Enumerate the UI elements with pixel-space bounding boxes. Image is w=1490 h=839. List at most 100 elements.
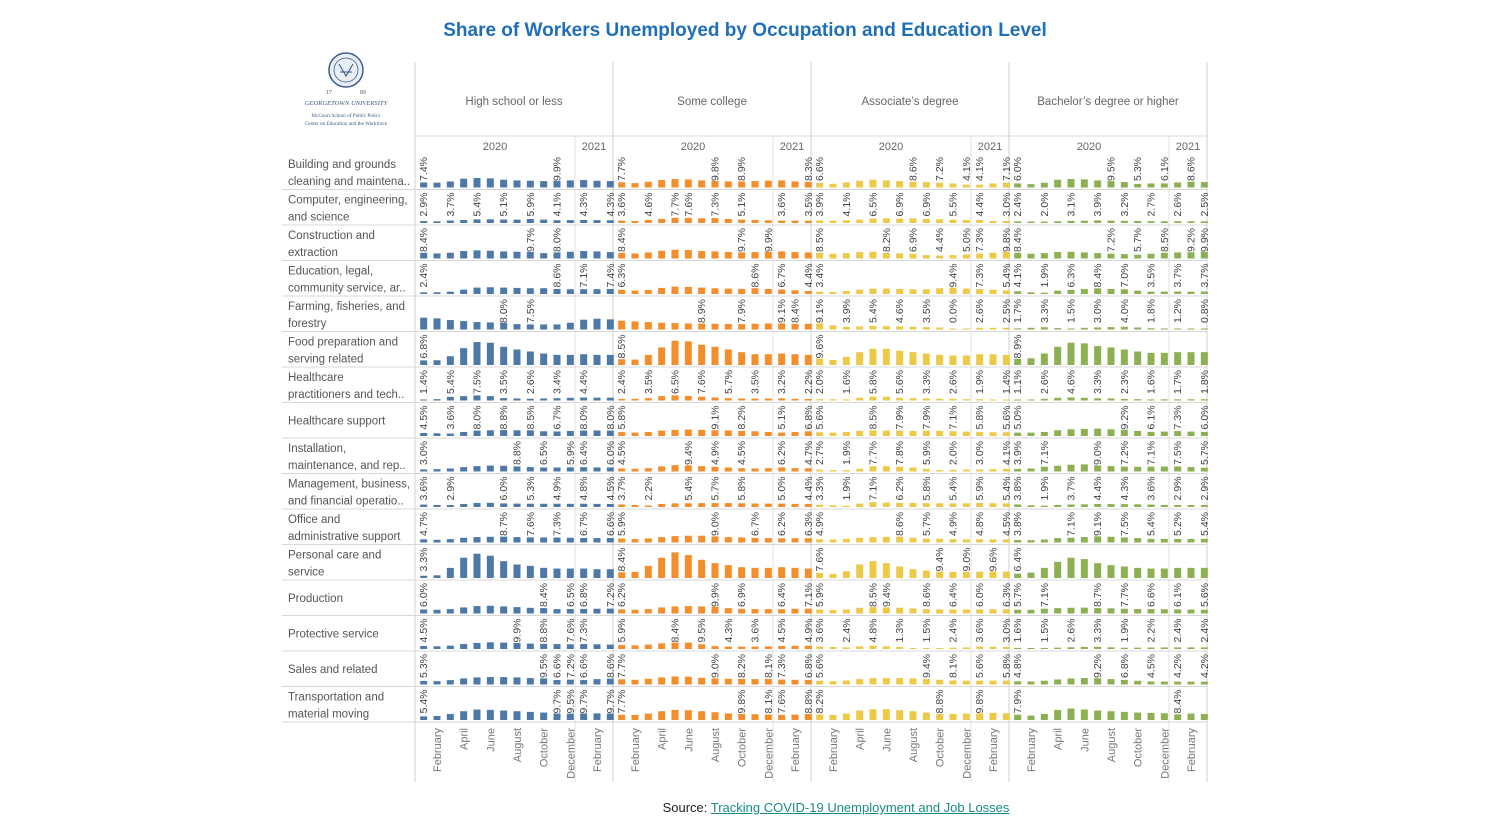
bar: [618, 320, 626, 330]
bar: [580, 568, 588, 578]
bar: [1147, 609, 1155, 614]
bar: [460, 503, 468, 507]
bar: [606, 289, 614, 294]
data-label: 6.5%: [670, 370, 682, 394]
bar: [658, 250, 666, 259]
bar: [580, 219, 588, 223]
data-label: 9.9%: [512, 619, 524, 643]
bar: [446, 252, 454, 259]
bar: [949, 571, 957, 578]
bar: [1054, 608, 1062, 614]
bar: [631, 609, 639, 614]
bar: [580, 319, 588, 330]
bar: [1002, 609, 1010, 614]
data-label: 4.1%: [961, 157, 973, 181]
data-label: 6.8%: [803, 406, 815, 430]
bar: [1067, 708, 1075, 720]
bar: [1067, 251, 1075, 259]
bar: [473, 502, 481, 507]
series-group: [618, 552, 812, 578]
bar: [1040, 713, 1048, 720]
bar: [433, 399, 441, 401]
bar: [909, 398, 917, 401]
bar: [526, 351, 534, 365]
bar: [1174, 431, 1182, 436]
data-label: 3.7%: [1199, 264, 1211, 288]
bar: [526, 537, 534, 543]
bar: [962, 431, 970, 436]
bar: [513, 324, 521, 330]
source-link[interactable]: Tracking COVID-19 Unemployment and Job L…: [710, 800, 1010, 815]
bar: [631, 398, 639, 401]
data-label: 2.4%: [418, 264, 430, 288]
source-prefix: Source:: [662, 800, 711, 815]
data-label: 6.4%: [948, 583, 960, 607]
bar: [1014, 539, 1022, 543]
bar: [1174, 681, 1182, 685]
bar: [1200, 505, 1208, 507]
data-label: 7.0%: [1119, 264, 1131, 288]
series-group: [1014, 607, 1208, 614]
data-label: 5.7%: [921, 512, 933, 536]
data-label: 7.2%: [605, 583, 617, 607]
bar: [486, 322, 494, 330]
month-tick-label: April: [1053, 728, 1065, 750]
bar: [816, 504, 824, 507]
data-label: 9.8%: [710, 157, 722, 181]
bar: [486, 465, 494, 472]
bar: [500, 642, 508, 649]
bar: [526, 324, 534, 330]
bar: [658, 537, 666, 543]
bar: [778, 567, 786, 578]
bar: [580, 644, 588, 649]
bar: [433, 469, 441, 472]
bar: [1107, 347, 1115, 365]
series-group: [420, 553, 614, 578]
bar: [566, 713, 574, 720]
bar: [1002, 182, 1010, 188]
bar: [671, 709, 679, 720]
bar: [1014, 183, 1022, 188]
bar: [909, 181, 917, 188]
bar: [1200, 713, 1208, 720]
occupation-label: Office and: [288, 514, 340, 526]
series-group: [618, 465, 812, 472]
data-label: 5.7%: [1132, 228, 1144, 252]
bar: [526, 251, 534, 259]
bar: [446, 396, 454, 401]
bar: [791, 398, 799, 401]
data-label: 7.1%: [948, 406, 960, 430]
bar: [962, 503, 970, 507]
data-label: 7.6%: [683, 193, 695, 217]
bar: [1027, 540, 1035, 543]
bar: [816, 609, 824, 614]
bar: [1200, 538, 1208, 543]
bar: [804, 220, 812, 223]
bar: [869, 502, 877, 507]
bar: [829, 325, 837, 330]
data-label: 5.3%: [1132, 157, 1144, 181]
data-label: 9.2%: [1186, 228, 1198, 252]
series-group: [420, 287, 614, 294]
bar: [856, 219, 864, 223]
bar: [778, 180, 786, 188]
bar: [684, 555, 692, 578]
bar: [791, 645, 799, 649]
month-tick-label: October: [539, 728, 551, 767]
data-label: 8.4%: [1092, 264, 1104, 288]
bar: [553, 324, 561, 330]
bar: [1107, 288, 1115, 294]
data-label: 3.3%: [814, 477, 826, 501]
bar: [540, 678, 548, 685]
data-label: 5.1%: [736, 193, 748, 217]
bar: [606, 181, 614, 188]
data-label: 3.8%: [1012, 512, 1024, 536]
bar: [909, 608, 917, 614]
data-label: 6.6%: [552, 654, 564, 678]
bar: [738, 324, 746, 330]
bar: [460, 348, 468, 365]
bar: [949, 647, 957, 649]
bar: [856, 180, 864, 188]
data-label: 5.4%: [683, 477, 695, 501]
bar: [1200, 221, 1208, 223]
